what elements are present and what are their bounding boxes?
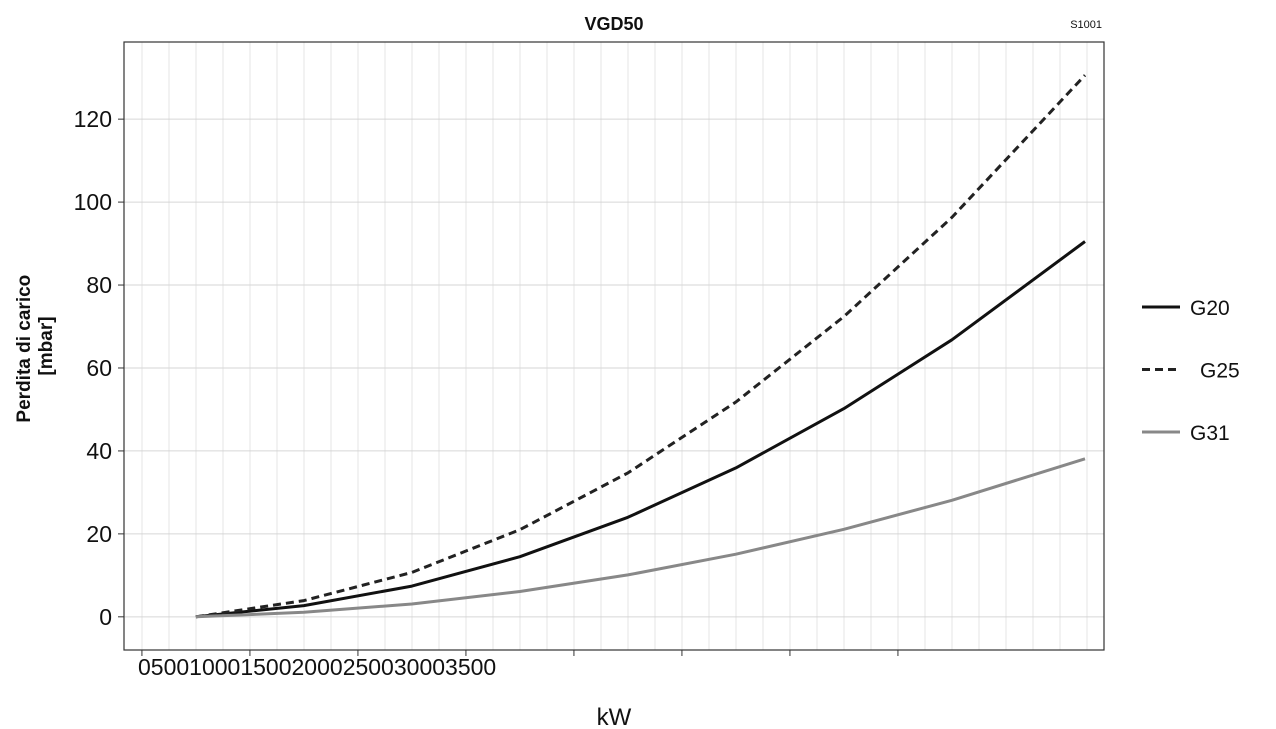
- x-tick-label: 3000: [394, 654, 445, 680]
- y-tick-label: 60: [86, 355, 112, 381]
- chart-title: VGD50: [584, 14, 643, 34]
- series-line: [195, 74, 1087, 619]
- legend-label: G25: [1200, 360, 1240, 383]
- chart-subtitle: S1001: [1070, 19, 1102, 31]
- series-line: [195, 457, 1086, 619]
- x-tick-label: 2000: [292, 654, 343, 680]
- y-tick-label: 20: [86, 521, 112, 547]
- x-tick-label: 1000: [189, 654, 240, 680]
- legend-label: G20: [1190, 297, 1230, 320]
- plot-frame: [123, 41, 1105, 651]
- y-axis-label: Perdita di carico [mbar]: [14, 269, 57, 422]
- y-tick-label: 100: [74, 189, 112, 215]
- y-axis-label-line: Perdita di carico: [14, 275, 35, 423]
- x-tick-label: 0: [138, 654, 151, 680]
- y-axis-label-line: [mbar]: [36, 316, 57, 375]
- y-tick-label: 80: [86, 272, 112, 298]
- legend-label: G31: [1190, 422, 1230, 445]
- y-tick-label: 120: [74, 106, 112, 132]
- y-tick-label: 0: [99, 604, 112, 630]
- x-tick-label: 1500: [240, 654, 291, 680]
- x-axis-label: kW: [597, 704, 632, 729]
- x-tick-labels: 0500100015002000250030003500: [138, 654, 496, 680]
- x-tick-label: 500: [151, 654, 189, 680]
- x-tick-label: 2500: [343, 654, 394, 680]
- y-tick-label: 40: [86, 438, 112, 464]
- series-line: [195, 240, 1086, 619]
- x-tick-label: 3500: [445, 654, 496, 680]
